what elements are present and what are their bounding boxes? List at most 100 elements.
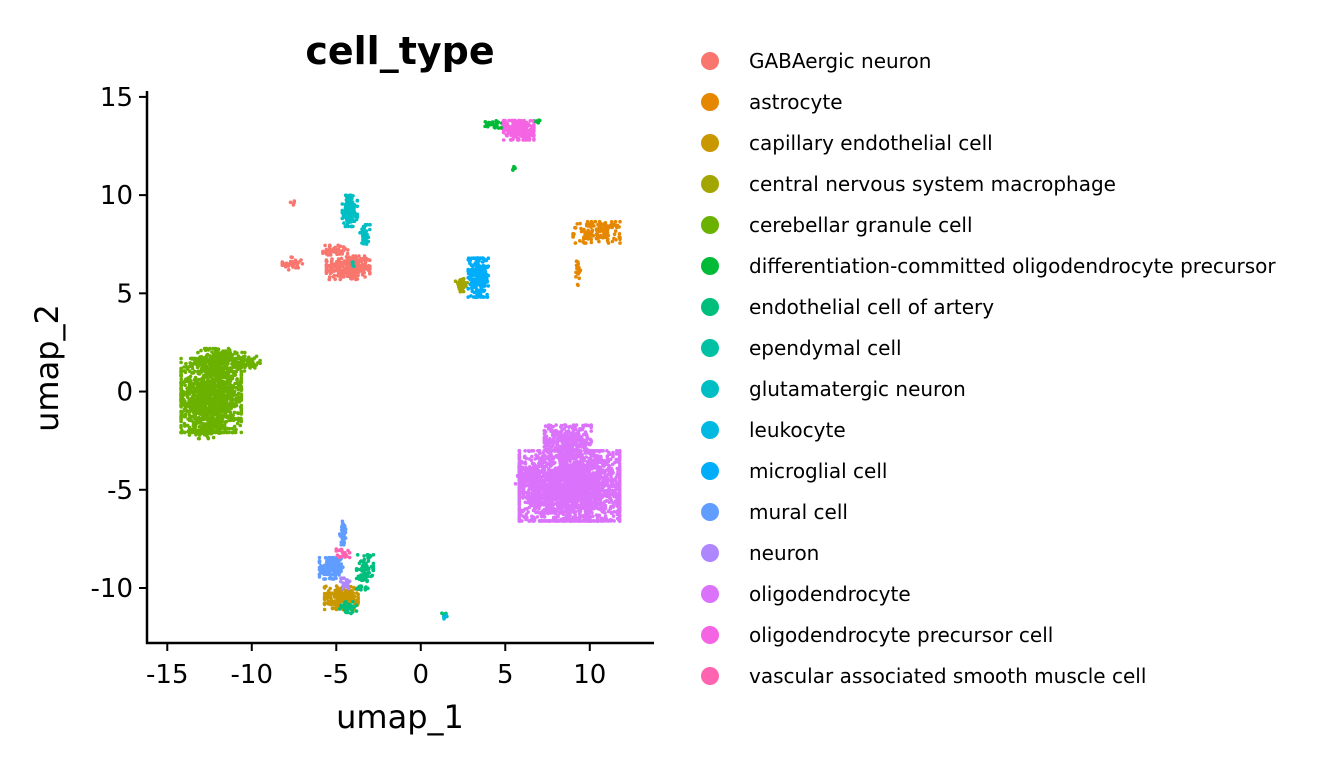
data-point bbox=[444, 613, 448, 618]
data-point bbox=[335, 259, 339, 264]
data-point bbox=[198, 421, 203, 425]
data-point bbox=[346, 586, 351, 591]
data-point bbox=[239, 430, 244, 435]
data-point bbox=[196, 361, 201, 366]
data-point bbox=[180, 428, 184, 433]
data-point bbox=[370, 565, 375, 570]
data-point bbox=[343, 206, 348, 210]
data-point bbox=[468, 277, 473, 282]
data-point bbox=[490, 122, 494, 126]
data-point bbox=[286, 268, 291, 272]
data-point bbox=[225, 358, 230, 363]
data-point bbox=[204, 411, 208, 415]
data-point bbox=[324, 258, 329, 262]
data-point bbox=[610, 239, 615, 244]
data-point bbox=[359, 559, 364, 563]
data-point bbox=[220, 354, 224, 358]
data-point bbox=[300, 262, 305, 266]
data-point bbox=[601, 235, 605, 240]
data-point bbox=[573, 226, 578, 230]
data-point bbox=[229, 403, 234, 407]
data-point bbox=[239, 387, 244, 391]
data-point bbox=[322, 591, 327, 596]
data-point bbox=[577, 276, 581, 281]
data-point bbox=[351, 600, 355, 604]
data-point bbox=[371, 561, 376, 566]
data-point bbox=[237, 395, 241, 400]
data-point bbox=[581, 240, 585, 244]
data-point bbox=[237, 400, 242, 404]
data-point bbox=[227, 369, 231, 374]
data-point bbox=[190, 356, 195, 361]
data-point bbox=[356, 574, 361, 579]
data-point bbox=[220, 430, 225, 435]
data-point bbox=[328, 566, 333, 571]
data-point bbox=[340, 525, 344, 530]
data-point bbox=[322, 597, 327, 602]
data-point bbox=[368, 258, 372, 263]
data-point bbox=[568, 459, 572, 464]
data-point bbox=[334, 588, 339, 592]
data-point bbox=[239, 370, 244, 374]
data-point bbox=[224, 394, 229, 399]
data-point bbox=[248, 366, 252, 370]
data-point bbox=[219, 420, 223, 424]
data-point bbox=[334, 592, 339, 596]
data-point bbox=[212, 380, 217, 385]
data-point bbox=[330, 606, 335, 610]
data-point bbox=[202, 422, 207, 427]
data-point bbox=[610, 462, 615, 467]
data-point bbox=[232, 424, 237, 429]
data-point bbox=[327, 268, 332, 273]
data-point bbox=[346, 268, 350, 272]
data-point bbox=[217, 427, 222, 432]
data-point bbox=[188, 361, 192, 365]
data-point bbox=[359, 256, 363, 261]
data-point bbox=[472, 282, 476, 286]
data-point bbox=[208, 381, 213, 385]
data-point bbox=[322, 569, 326, 574]
data-point bbox=[346, 195, 351, 199]
data-point bbox=[183, 423, 187, 427]
data-point bbox=[578, 268, 583, 273]
data-point bbox=[356, 592, 360, 597]
data-point bbox=[197, 402, 201, 406]
data-point bbox=[352, 605, 357, 609]
data-point bbox=[215, 355, 220, 360]
data-point bbox=[466, 286, 471, 291]
data-point bbox=[234, 370, 238, 374]
data-point bbox=[327, 561, 332, 566]
data-point bbox=[343, 202, 348, 207]
data-point bbox=[199, 348, 203, 353]
data-point bbox=[346, 273, 350, 277]
data-point bbox=[202, 397, 206, 401]
data-point bbox=[590, 221, 594, 226]
data-point bbox=[218, 379, 222, 383]
data-point bbox=[601, 230, 606, 235]
data-point bbox=[199, 398, 203, 402]
data-point bbox=[596, 236, 601, 240]
data-point bbox=[347, 579, 352, 584]
data-point bbox=[329, 260, 334, 264]
data-point bbox=[188, 363, 193, 368]
data-point bbox=[468, 282, 473, 287]
data-point bbox=[323, 577, 328, 581]
data-point bbox=[472, 277, 476, 281]
data-point bbox=[359, 263, 364, 267]
data-point bbox=[201, 376, 205, 380]
data-point bbox=[486, 284, 491, 288]
data-point bbox=[327, 277, 332, 282]
data-point bbox=[328, 592, 332, 597]
data-point bbox=[179, 386, 183, 391]
data-point bbox=[580, 229, 585, 233]
data-point bbox=[357, 254, 361, 258]
data-point bbox=[605, 449, 609, 453]
data-point bbox=[179, 404, 183, 408]
data-point bbox=[333, 575, 338, 580]
data-point bbox=[347, 260, 352, 264]
data-point bbox=[211, 428, 216, 433]
data-point bbox=[479, 283, 483, 287]
data-point bbox=[614, 452, 619, 456]
data-point bbox=[233, 381, 237, 386]
data-point bbox=[618, 219, 622, 224]
